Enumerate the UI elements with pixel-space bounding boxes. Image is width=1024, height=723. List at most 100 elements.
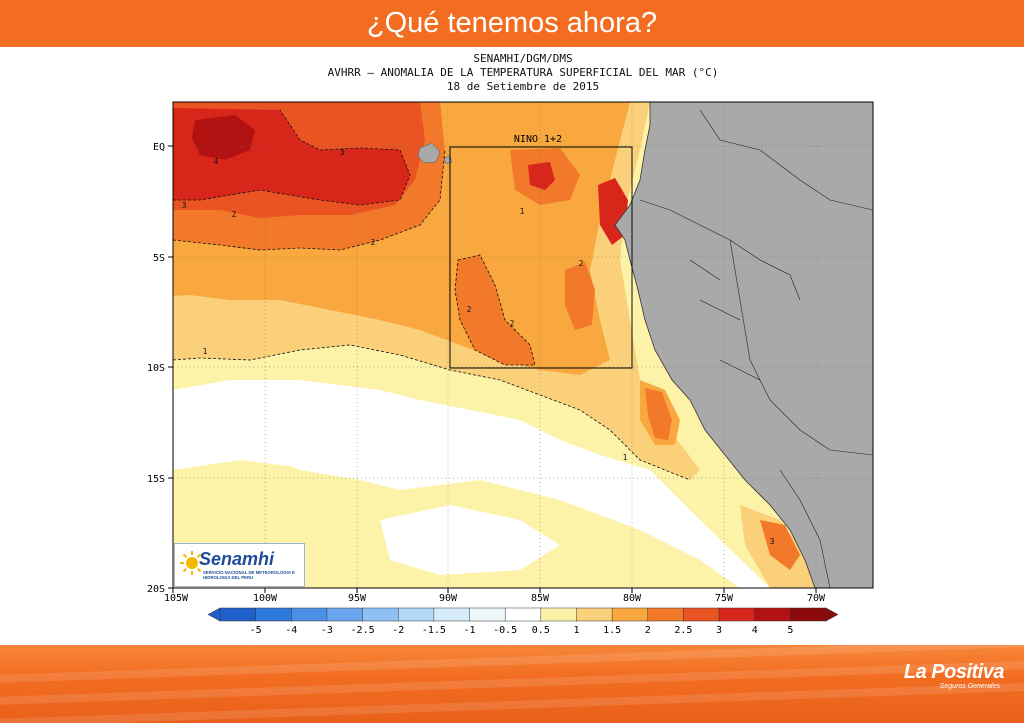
contour-label: 3	[182, 201, 187, 210]
lon-label-75w: 75W	[715, 593, 734, 604]
colorbar-label: -1	[464, 625, 476, 636]
colorbar-swatch	[611, 607, 649, 622]
colorbar-swatch	[397, 607, 435, 622]
lon-label-70w: 70W	[807, 593, 826, 604]
contour-value-labels: 4 3 3 2 2 1 2 2 2 1 1 3	[182, 148, 775, 546]
map-title-date: 18 de Setiembre de 2015	[446, 80, 600, 93]
lon-label-105w: 105W	[164, 593, 189, 604]
colorbar-label: 2	[645, 625, 651, 636]
anomaly-region-white-patch	[250, 400, 440, 480]
colorbar-label: 1.5	[603, 625, 621, 636]
colorbar-label: 0.5	[532, 625, 550, 636]
anomaly-region-2-callao	[645, 388, 672, 440]
colorbar-swatch	[291, 607, 328, 622]
logo-word: Senamhi	[199, 549, 275, 569]
colorbar-label: -2	[392, 625, 404, 636]
colorbar-swatch	[326, 607, 364, 622]
colorbar-label: 3	[716, 625, 722, 636]
sun-icon	[180, 551, 204, 575]
map-title-product: AVHRR – ANOMALIA DE LA TEMPERATURA SUPER…	[327, 66, 719, 79]
colorbar-swatch	[255, 607, 293, 622]
colorbar-swatch	[540, 607, 578, 622]
contour-label: 2	[467, 305, 472, 314]
anomaly-region-2-coast	[565, 262, 595, 330]
colorbar-swatch	[683, 607, 720, 622]
colorbar-swatch	[433, 607, 471, 622]
colorbar-label: 5	[787, 625, 793, 636]
contour-3	[173, 109, 411, 206]
map-frame	[172, 101, 874, 589]
colorbar-swatch	[504, 607, 542, 622]
lon-label-100w: 100W	[253, 593, 278, 604]
map-field	[173, 102, 873, 588]
logo-subtext: SERVICIO NACIONAL DE METEOROLOGIA E HIDR…	[203, 570, 295, 580]
colorbar-label: -0.5	[493, 625, 517, 636]
footer-streak	[0, 659, 1024, 707]
anomaly-region-3-north	[528, 162, 555, 190]
lon-label-85w: 85W	[531, 593, 550, 604]
colorbar-swatch	[647, 607, 685, 622]
colorbar-label: -5	[250, 625, 262, 636]
anomaly-region-white-patch-2	[380, 505, 560, 575]
footer-band	[0, 645, 1024, 723]
senamhi-logo: Senamhi SERVICIO NACIONAL DE METEOROLOGI…	[174, 543, 305, 587]
contour-2-nino	[454, 254, 536, 366]
anomaly-region-2-niño	[455, 255, 535, 365]
colorbar-label: -2.5	[351, 625, 375, 636]
contour-label: 1	[520, 207, 525, 216]
lat-label-15s: 15S	[147, 474, 165, 485]
lon-label-90w: 90W	[439, 593, 458, 604]
lat-label-5s: 5S	[153, 253, 165, 264]
contour-label: 3	[770, 537, 775, 546]
colorbar-swatch	[790, 607, 827, 622]
map-title-source: SENAMHI/DGM/DMS	[473, 52, 573, 65]
footer-streak	[0, 681, 1024, 723]
colorbar	[207, 607, 839, 622]
country-boundaries	[639, 109, 873, 588]
contour-label: 2	[579, 259, 584, 268]
colorbar-label: -3	[321, 625, 333, 636]
colorbar-label: 2.5	[674, 625, 692, 636]
slide-title: ¿Qué tenemos ahora?	[366, 7, 658, 39]
brand-name: La Positiva	[903, 661, 1005, 683]
colorbar-label: -4	[285, 625, 297, 636]
anomaly-region-4	[192, 115, 255, 160]
land-south-america	[614, 102, 873, 588]
contour-1	[173, 344, 691, 481]
contour-label: 2	[232, 210, 237, 219]
lon-labels: 105W 100W 95W 90W 85W 80W 75W 70W	[164, 593, 826, 604]
lat-label-eq: EQ	[153, 142, 165, 153]
lat-label-20s: 20S	[147, 584, 165, 595]
contour-label: 4	[214, 157, 219, 166]
axis-ticks	[168, 145, 817, 593]
colorbar-right-arrow	[825, 607, 839, 622]
lon-label-80w: 80W	[623, 593, 642, 604]
slide-title-bar: ¿Qué tenemos ahora?	[0, 0, 1024, 47]
colorbar-swatch	[718, 607, 756, 622]
lon-label-95w: 95W	[348, 593, 367, 604]
galapagos-islands	[417, 142, 453, 165]
nino12-box	[449, 146, 633, 369]
lat-label-10s: 10S	[147, 363, 165, 374]
contour-label: 1	[623, 453, 628, 462]
nino12-label: NINO 1+2	[514, 134, 562, 145]
colorbar-labels: -5 -4 -3 -2.5 -2 -1.5 -1 -0.5 0.5 1 1.5 2 2.5 3 4 5	[250, 625, 794, 636]
contour-label: 3	[340, 148, 345, 157]
colorbar-swatch	[219, 607, 257, 622]
contour-label: 2	[371, 238, 376, 247]
map-title: SENAMHI/DGM/DMS AVHRR – ANOMALIA DE LA T…	[173, 52, 873, 94]
colorbar-swatch	[362, 607, 399, 622]
colorbar-swatch	[469, 607, 506, 622]
colorbar-label: -1.5	[422, 625, 446, 636]
graticule	[173, 102, 873, 588]
contour-label: 1	[203, 347, 208, 356]
brand-logo: La Positiva Seguros Generales	[903, 661, 1005, 691]
contour-2	[173, 149, 446, 251]
colorbar-left-arrow	[207, 607, 221, 622]
colorbar-swatch	[576, 607, 613, 622]
colorbar-label: 4	[752, 625, 758, 636]
brand-tagline: Seguros Generales	[939, 683, 1000, 690]
anomaly-region-2-south	[760, 520, 800, 570]
lat-labels: EQ 5S 10S 15S 20S	[147, 142, 165, 595]
